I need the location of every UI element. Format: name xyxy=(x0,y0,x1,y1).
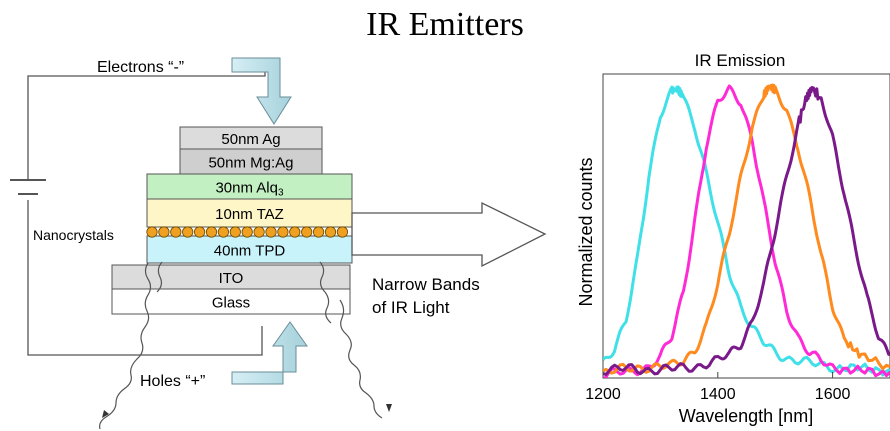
x-tick-label: 1200 xyxy=(585,386,621,403)
layer-subscript: 3 xyxy=(278,188,284,199)
x-tick-label: 1600 xyxy=(815,386,851,403)
nanocrystal-dot xyxy=(205,226,218,238)
y-axis-label: Normalized counts xyxy=(576,157,596,306)
nanocrystal-dot xyxy=(182,226,194,238)
nanocrystal-dot xyxy=(217,226,229,238)
layer-glass xyxy=(111,288,351,315)
nanocrystal-dot xyxy=(241,226,253,238)
layer-label-30nm-alq: 30nm Alq3 xyxy=(215,180,284,199)
nanocrystal-dot xyxy=(301,226,313,238)
layer-ito xyxy=(111,264,351,290)
squiggle-mid-left xyxy=(156,261,163,293)
ir-output-arrow xyxy=(351,201,547,268)
layer-label-50nm-ag: 50nm Ag xyxy=(221,131,280,148)
nanocrystals-label: Nanocrystals xyxy=(33,227,114,243)
nanocrystal-dot xyxy=(146,226,158,238)
layer-stack: 50nm Ag 50nm Mg:Ag 30nm Alq3 10nm TAZ 40nm T… xyxy=(111,126,353,315)
nanocrystal-dot xyxy=(229,226,241,238)
bottom-wire xyxy=(27,200,263,356)
nanocrystal-dot xyxy=(265,226,277,238)
squiggle-right xyxy=(339,299,383,419)
squiggle-mid-right xyxy=(319,261,332,324)
page-title: IR Emitters xyxy=(366,6,524,43)
series-group xyxy=(603,83,890,378)
output-label-line2: of IR Light xyxy=(372,298,450,317)
layer-label-40nm-tpd: 40nm TPD xyxy=(214,243,286,260)
layer-label-50nm-mg-ag: 50nm Mg:Ag xyxy=(208,155,293,172)
holes-label: Holes “+” xyxy=(140,373,205,390)
squiggle-right-arrowhead xyxy=(386,404,392,412)
layer-30nm-alq xyxy=(146,173,353,200)
layer-label-glass: Glass xyxy=(212,295,250,312)
series-line-1325 xyxy=(603,85,890,377)
holes-arrow xyxy=(231,321,308,385)
electrons-arrow xyxy=(231,57,292,125)
nanocrystal-dot xyxy=(194,226,206,238)
electrons-label: Electrons “-” xyxy=(97,59,184,76)
x-ticks: 1200 1400 1600 xyxy=(585,372,850,403)
layer-40nm-tpd xyxy=(146,235,353,264)
x-tick-label: 1400 xyxy=(700,386,736,403)
nanocrystal-dot xyxy=(324,226,337,238)
layer-50nm-mg-ag xyxy=(179,148,323,175)
nanocrystal-dot xyxy=(158,226,170,238)
chart-title: IR Emission xyxy=(695,51,786,70)
series-line-1490 xyxy=(603,83,890,375)
nanocrystal-dot xyxy=(253,226,265,238)
nanocrystal-dot xyxy=(170,226,182,238)
nanocrystal-dot xyxy=(312,226,325,238)
emission-chart: IR Emission 1200 1400 1600 Wavelength [nm]… xyxy=(576,51,890,426)
nanocrystal-dot xyxy=(336,226,348,238)
series-line-1560 xyxy=(603,86,890,376)
layer-label-10nm-taz: 10nm TAZ xyxy=(215,206,284,223)
output-label-line1: Narrow Bands xyxy=(372,275,480,294)
series-line-1420 xyxy=(603,84,890,378)
squiggle-left xyxy=(99,262,152,430)
nanocrystal-dot xyxy=(277,226,289,238)
nanocrystal-dot xyxy=(289,226,301,238)
layer-label-ito: ITO xyxy=(219,270,244,287)
x-axis-label: Wavelength [nm] xyxy=(679,406,813,426)
nanocrystal-row xyxy=(146,226,348,238)
squiggle-left-arrowhead xyxy=(102,410,109,418)
emission-squiggles xyxy=(99,261,383,430)
